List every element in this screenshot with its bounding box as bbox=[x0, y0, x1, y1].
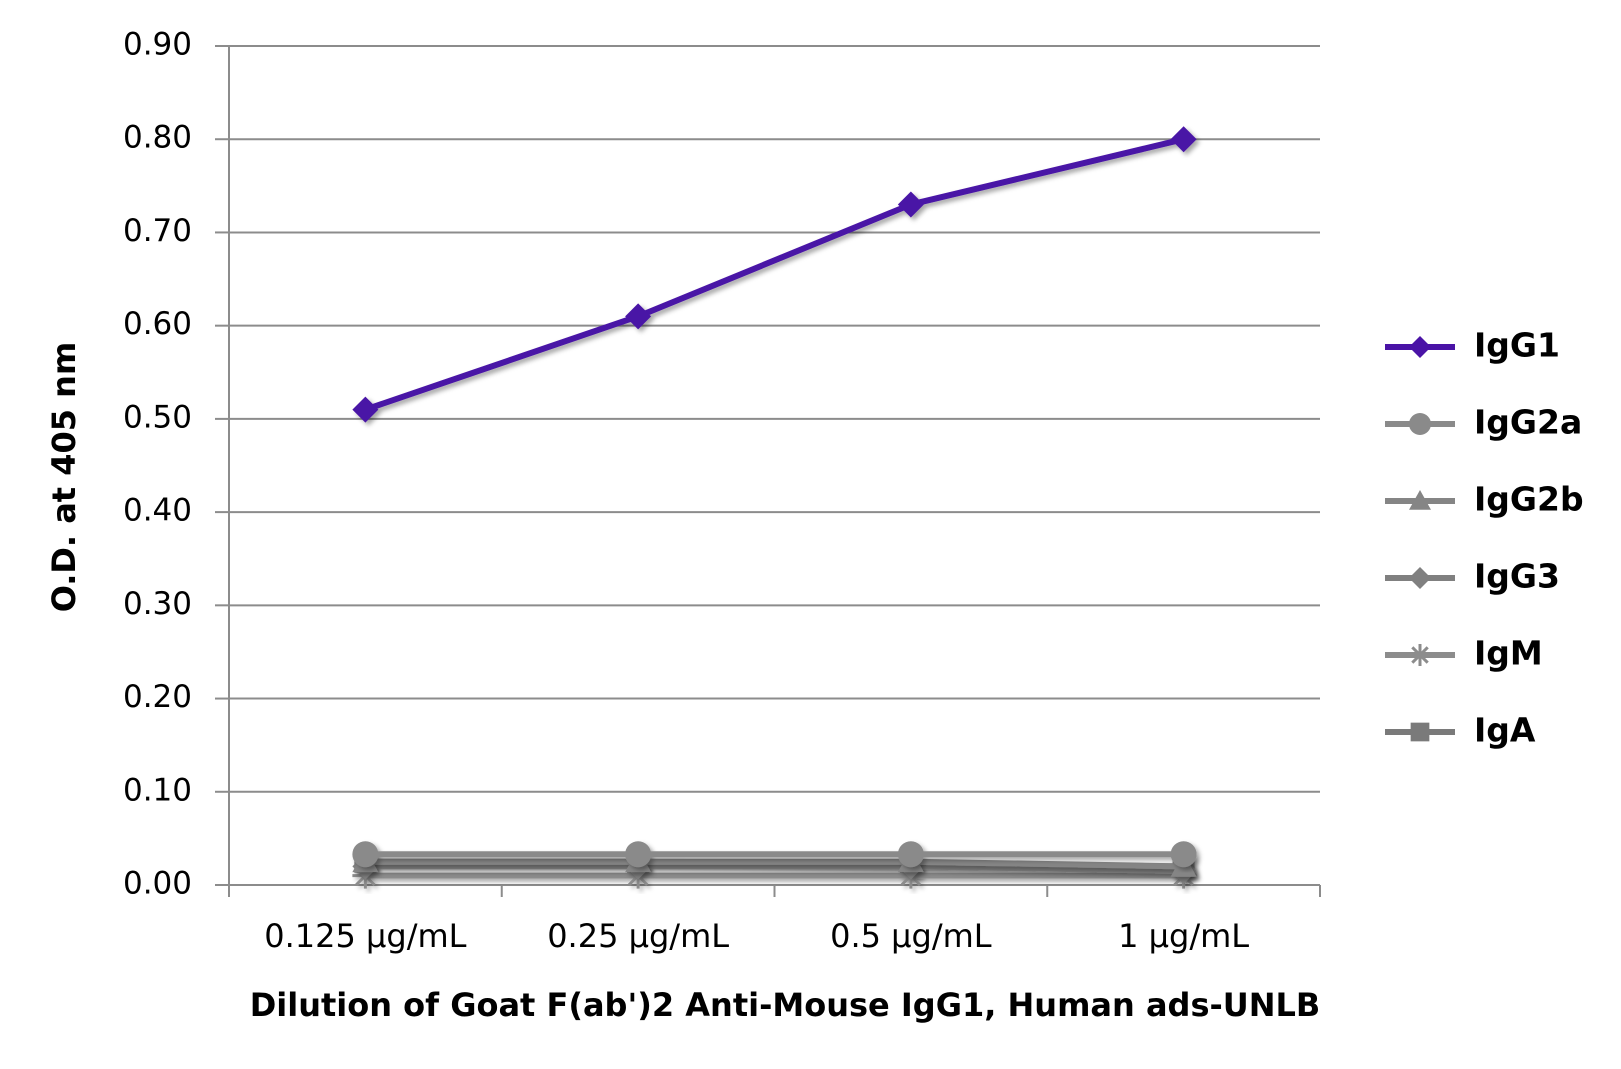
legend-marker bbox=[1409, 490, 1431, 510]
x-tick-label: 0.125 µg/mL bbox=[264, 917, 466, 955]
legend-label: IgG1 bbox=[1474, 326, 1560, 365]
marker bbox=[897, 841, 924, 868]
marker bbox=[1170, 841, 1197, 868]
series bbox=[352, 126, 1197, 423]
x-tick-label: 1 µg/mL bbox=[1118, 917, 1249, 955]
marker bbox=[897, 191, 924, 218]
legend-marker bbox=[1409, 336, 1431, 358]
series bbox=[352, 853, 1197, 885]
legend-label: IgM bbox=[1474, 634, 1543, 673]
legend-marker bbox=[1409, 413, 1431, 435]
y-tick-label: 0.50 bbox=[123, 399, 192, 435]
legend-label: IgG2a bbox=[1474, 403, 1582, 442]
series bbox=[352, 841, 1197, 868]
y-tick-label: 0.80 bbox=[123, 120, 192, 156]
y-tick-label: 0.90 bbox=[123, 27, 192, 63]
y-tick-label: 0.10 bbox=[123, 772, 192, 808]
line bbox=[365, 863, 1184, 875]
legend-marker bbox=[1409, 644, 1431, 666]
x-tick-label: 0.25 µg/mL bbox=[547, 917, 729, 955]
marker bbox=[625, 841, 652, 868]
legend-marker bbox=[1410, 722, 1430, 742]
y-tick-label: 0.60 bbox=[123, 306, 192, 342]
legend-label: IgA bbox=[1474, 711, 1536, 750]
y-tick-label: 0.40 bbox=[123, 493, 192, 529]
line bbox=[364, 136, 1185, 413]
legend-label: IgG3 bbox=[1474, 557, 1560, 596]
y-tick-label: 0.20 bbox=[123, 679, 192, 715]
x-tick-label: 0.5 µg/mL bbox=[830, 917, 992, 955]
legend-marker bbox=[1409, 567, 1431, 589]
legend-label: IgG2b bbox=[1474, 480, 1584, 519]
marker bbox=[1170, 126, 1197, 153]
marker bbox=[352, 841, 379, 868]
y-axis-title: O.D. at 405 nm bbox=[45, 342, 83, 613]
marker bbox=[625, 303, 652, 330]
marker bbox=[352, 396, 379, 423]
y-tick-label: 0.00 bbox=[123, 866, 192, 902]
y-tick-label: 0.30 bbox=[123, 586, 192, 622]
x-axis-title: Dilution of Goat F(ab')2 Anti-Mouse IgG1… bbox=[250, 986, 1321, 1024]
y-tick-label: 0.70 bbox=[123, 213, 192, 249]
line bbox=[365, 858, 1184, 870]
